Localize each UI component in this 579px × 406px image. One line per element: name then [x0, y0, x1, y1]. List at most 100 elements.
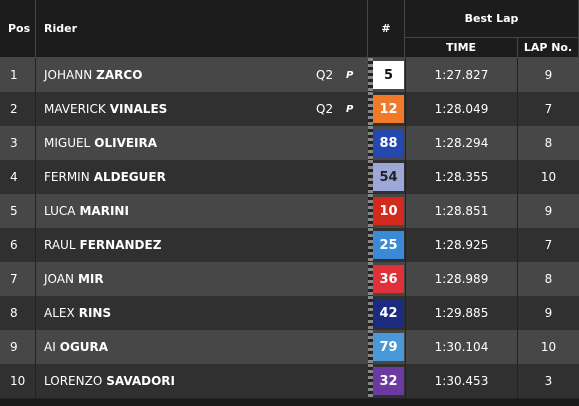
result-row: 5 LUCA MARINI 10 1:28.851 9	[0, 194, 579, 229]
checker-strip	[368, 92, 373, 126]
checker-strip	[368, 126, 373, 160]
lap-count: 9	[544, 68, 553, 82]
last-name: MIR	[77, 272, 104, 286]
lap-count: 10	[540, 170, 557, 184]
result-row: 7 JOAN MIR 36 1:28.989 8	[0, 262, 579, 297]
checker-strip	[368, 296, 373, 330]
rider-name: LUCA MARINI	[36, 194, 296, 228]
rider-number: 88	[373, 129, 404, 157]
first-name: MIGUEL	[44, 136, 91, 150]
rider-number: 42	[373, 299, 404, 327]
position: 5	[0, 194, 36, 228]
lap-time: 1:28.925	[405, 228, 518, 262]
rider-number: 54	[373, 163, 404, 191]
first-name: MAVERICK	[44, 102, 106, 116]
rider-number: 10	[373, 197, 404, 225]
lap-time: 1:27.827	[405, 58, 518, 92]
checker-strip	[368, 58, 373, 92]
best-lap-header: Best Lap	[405, 0, 579, 38]
position: 1	[0, 58, 36, 92]
checker-strip	[368, 364, 373, 398]
lap-time: 1:28.294	[405, 126, 518, 160]
checker-strip	[368, 228, 373, 262]
position: 3	[0, 126, 36, 160]
rider-name: MIGUEL OLIVEIRA	[36, 126, 296, 160]
lap-time: 1:29.885	[405, 296, 518, 330]
lap-count: 9	[544, 204, 553, 218]
lap-time: 1:30.453	[405, 364, 518, 398]
position: 9	[0, 330, 36, 364]
rider-number: 5	[373, 61, 404, 89]
rider-number: 25	[373, 231, 404, 259]
first-name: ALEX	[44, 306, 75, 320]
rider-name: RAUL FERNANDEZ	[36, 228, 296, 262]
rider-name: ALEX RINS	[36, 296, 296, 330]
number-header: #	[368, 0, 405, 58]
time-header: TIME	[405, 38, 518, 58]
lap-count: 3	[544, 374, 553, 388]
rider-number: 12	[373, 95, 404, 123]
last-name: OGURA	[59, 340, 109, 354]
result-row: 3 MIGUEL OLIVEIRA 88 1:28.294 8	[0, 126, 579, 161]
position: 2	[0, 92, 36, 126]
checker-strip	[368, 262, 373, 296]
pos-header: Pos	[0, 0, 36, 58]
first-name: JOHANN	[44, 68, 93, 82]
rider-name: MAVERICK VINALES	[36, 92, 296, 126]
lap-time: 1:28.049	[405, 92, 518, 126]
session-tag: Q2	[316, 68, 334, 82]
pit-icon: P	[346, 103, 354, 115]
last-name: SAVADORI	[106, 374, 176, 388]
result-row: 6 RAUL FERNANDEZ 25 1:28.925 7	[0, 228, 579, 263]
position: 6	[0, 228, 36, 262]
result-row: 4 FERMIN ALDEGUER 54 1:28.355 10	[0, 160, 579, 195]
position: 4	[0, 160, 36, 194]
lap-count: 7	[544, 238, 553, 252]
first-name: LORENZO	[44, 374, 103, 388]
result-row: 9 AI OGURA 79 1:30.104 10	[0, 330, 579, 365]
first-name: JOAN	[44, 272, 74, 286]
lap-count: 9	[544, 306, 553, 320]
rider-name: AI OGURA	[36, 330, 296, 364]
pit-icon: P	[346, 69, 354, 81]
lap-time: 1:30.104	[405, 330, 518, 364]
result-row: 2 MAVERICK VINALES Q2 P 12 1:28.049 7	[0, 92, 579, 127]
checker-strip	[368, 160, 373, 194]
first-name: AI	[44, 340, 56, 354]
position: 10	[0, 364, 36, 398]
laps-header: LAP No.	[518, 38, 579, 58]
session-tag: Q2	[316, 102, 334, 116]
rider-header: Rider	[36, 0, 368, 58]
last-name: ALDEGUER	[93, 170, 166, 184]
last-name: FERNANDEZ	[79, 238, 162, 252]
last-name: RINS	[78, 306, 112, 320]
last-name: OLIVEIRA	[94, 136, 158, 150]
rider-name: JOHANN ZARCO	[36, 58, 296, 92]
last-name: ZARCO	[96, 68, 143, 82]
lap-count: 8	[544, 272, 553, 286]
last-name: MARINI	[79, 204, 129, 218]
checker-strip	[368, 330, 373, 364]
rider-name: JOAN MIR	[36, 262, 296, 296]
rider-name: FERMIN ALDEGUER	[36, 160, 296, 194]
rider-number: 36	[373, 265, 404, 293]
result-row: 8 ALEX RINS 42 1:29.885 9	[0, 296, 579, 331]
result-row: 10 LORENZO SAVADORI 32 1:30.453 3	[0, 364, 579, 399]
last-name: VINALES	[109, 102, 168, 116]
lap-count: 7	[544, 102, 553, 116]
result-row: 1 JOHANN ZARCO Q2 P 5 1:27.827 9	[0, 58, 579, 93]
position: 7	[0, 262, 36, 296]
rider-name: LORENZO SAVADORI	[36, 364, 296, 398]
first-name: FERMIN	[44, 170, 90, 184]
lap-count: 8	[544, 136, 553, 150]
position: 8	[0, 296, 36, 330]
lap-time: 1:28.851	[405, 194, 518, 228]
rider-number: 32	[373, 367, 404, 395]
lap-count: 10	[540, 340, 557, 354]
lap-time: 1:28.355	[405, 160, 518, 194]
checker-strip	[368, 194, 373, 228]
rider-number: 79	[373, 333, 404, 361]
first-name: LUCA	[44, 204, 76, 218]
first-name: RAUL	[44, 238, 76, 252]
